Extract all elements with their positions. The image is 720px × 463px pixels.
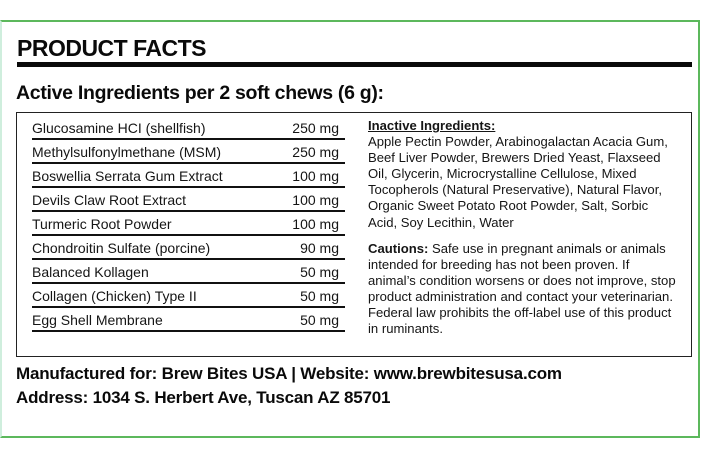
table-row: Devils Claw Root Extract 100 mg xyxy=(32,188,345,212)
cautions-block: Cautions: Safe use in pregnant animals o… xyxy=(368,241,680,338)
ingredient-name: Balanced Kollagen xyxy=(32,264,149,280)
inactive-ingredients-heading: Inactive Ingredients: xyxy=(368,118,496,133)
table-row: Glucosamine HCI (shellfish) 250 mg xyxy=(32,116,345,140)
address-line: Address: 1034 S. Herbert Ave, Tuscan AZ … xyxy=(16,388,391,407)
facts-box xyxy=(16,112,692,357)
ingredient-amount: 90 mg xyxy=(300,240,339,256)
cautions-label: Cautions: xyxy=(368,240,429,256)
ingredient-amount: 100 mg xyxy=(292,192,339,208)
ingredient-amount: 100 mg xyxy=(292,168,339,184)
table-row: Collagen (Chicken) Type II 50 mg xyxy=(32,284,345,308)
ingredient-name: Methylsulfonylmethane (MSM) xyxy=(32,144,222,160)
ingredient-amount: 50 mg xyxy=(300,312,339,328)
page-title: PRODUCT FACTS xyxy=(17,35,207,61)
table-row: Turmeric Root Powder 100 mg xyxy=(32,212,345,236)
table-row: Chondroitin Sulfate (porcine) 90 mg xyxy=(32,236,345,260)
label-frame xyxy=(0,20,700,438)
ingredient-amount: 50 mg xyxy=(300,264,339,280)
ingredient-amount: 100 mg xyxy=(292,216,339,232)
inactive-and-cautions: Inactive Ingredients: Apple Pectin Powde… xyxy=(368,118,680,337)
footer: Manufactured for: Brew Bites USA | Websi… xyxy=(16,362,562,410)
cautions-text: Safe use in pregnant animals or animals … xyxy=(368,240,676,337)
table-row: Boswellia Serrata Gum Extract 100 mg xyxy=(32,164,345,188)
ingredient-name: Glucosamine HCI (shellfish) xyxy=(32,120,206,136)
ingredient-name: Chondroitin Sulfate (porcine) xyxy=(32,240,211,256)
ingredient-name: Boswellia Serrata Gum Extract xyxy=(32,168,223,184)
table-row: Balanced Kollagen 50 mg xyxy=(32,260,345,284)
title-divider xyxy=(17,62,692,67)
active-ingredients-table: Glucosamine HCI (shellfish) 250 mg Methy… xyxy=(32,116,345,332)
ingredient-amount: 50 mg xyxy=(300,288,339,304)
ingredient-name: Collagen (Chicken) Type II xyxy=(32,288,197,304)
ingredient-amount: 250 mg xyxy=(292,120,339,136)
table-row: Methylsulfonylmethane (MSM) 250 mg xyxy=(32,140,345,164)
manufacturer-line: Manufactured for: Brew Bites USA | Websi… xyxy=(16,364,562,383)
ingredient-name: Turmeric Root Powder xyxy=(32,216,172,232)
ingredient-amount: 250 mg xyxy=(292,144,339,160)
ingredient-name: Egg Shell Membrane xyxy=(32,312,163,328)
ingredient-name: Devils Claw Root Extract xyxy=(32,192,187,208)
inactive-ingredients-text: Apple Pectin Powder, Arabinogalactan Aca… xyxy=(368,134,668,230)
table-row: Egg Shell Membrane 50 mg xyxy=(32,308,345,332)
active-ingredients-heading: Active Ingredients per 2 soft chews (6 g… xyxy=(16,82,384,104)
